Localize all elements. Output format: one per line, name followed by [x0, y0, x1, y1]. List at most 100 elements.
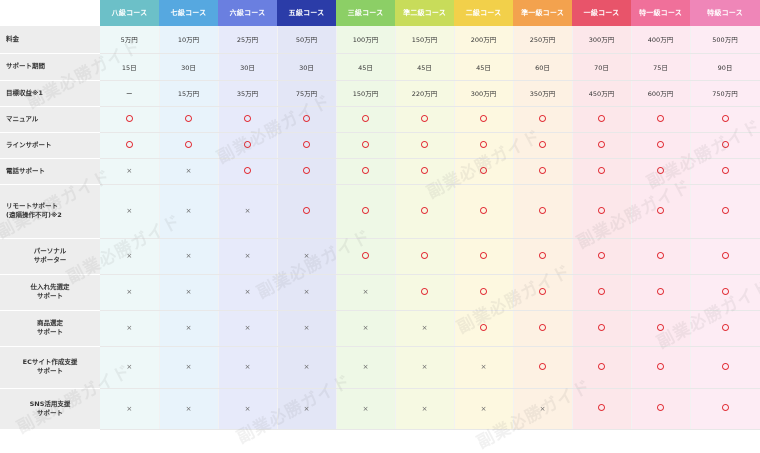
table-row-sns-support: SNS活用支援 サポート × × × × × × × ×: [0, 388, 760, 430]
cell-value: 350万円: [529, 90, 556, 98]
table-cell: [454, 310, 514, 347]
course-header: 特級コース: [690, 0, 760, 26]
table-cell: 150万円: [395, 26, 455, 54]
table-cell: [690, 238, 760, 275]
row-label-phone-support: 電話サポート: [0, 158, 100, 185]
available-circle-icon: [480, 251, 487, 259]
table-row-manual: マニュアル: [0, 106, 760, 133]
table-cell: [395, 184, 455, 239]
table-cell: ×: [100, 158, 160, 185]
table-cell: ×: [336, 274, 396, 311]
not-available-cross-icon: ×: [126, 404, 133, 413]
not-available-cross-icon: ×: [362, 363, 369, 371]
available-circle-icon: [185, 140, 192, 148]
not-available-cross-icon: ×: [421, 404, 428, 413]
table-cell: ×: [218, 274, 278, 311]
not-available-cross-icon: ×: [185, 404, 192, 413]
table-cell: [631, 310, 691, 347]
table-cell: [631, 388, 691, 430]
table-cell: ×: [100, 388, 160, 430]
table-cell: [690, 184, 760, 239]
cell-value: 10万円: [177, 36, 200, 45]
cell-value: 25万円: [236, 36, 259, 45]
table-cell: 5万円: [100, 26, 160, 54]
row-label-ec-site-support: ECサイト作成支援 サポート: [0, 346, 100, 389]
available-circle-icon: [539, 114, 546, 122]
table-cell: [395, 158, 455, 185]
available-circle-icon: [539, 251, 546, 259]
available-circle-icon: [721, 251, 729, 259]
available-circle-icon: [480, 206, 487, 214]
table-cell: 50万円: [277, 26, 337, 54]
not-available-cross-icon: ×: [303, 252, 310, 260]
cell-value: ー: [126, 90, 133, 98]
row-label-line: サポート: [37, 367, 63, 375]
table-cell: ×: [159, 310, 219, 347]
course-header: 五級コース: [277, 0, 336, 26]
table-cell: 35万円: [218, 80, 278, 107]
not-available-cross-icon: ×: [126, 252, 133, 260]
table-cell: 250万円: [513, 26, 573, 54]
cell-value: 30日: [181, 63, 196, 72]
table-cell: ×: [513, 388, 573, 430]
table-cell: ×: [336, 388, 396, 430]
available-circle-icon: [721, 206, 729, 214]
table-cell: ×: [218, 346, 278, 389]
table-row-personal-supporter: パーソナル サポーター × × × ×: [0, 238, 760, 275]
table-cell: 30日: [277, 53, 337, 81]
not-available-cross-icon: ×: [303, 363, 310, 371]
available-circle-icon: [657, 166, 664, 174]
cell-value: 450万円: [588, 90, 615, 98]
not-available-cross-icon: ×: [362, 404, 369, 413]
table-cell: [395, 132, 455, 159]
cell-value: 300万円: [588, 36, 615, 45]
available-circle-icon: [657, 114, 664, 122]
cell-value: 75万円: [295, 90, 318, 98]
available-circle-icon: [125, 140, 133, 148]
table-cell: [513, 132, 573, 159]
cell-value: 150万円: [352, 90, 379, 98]
table-cell: [159, 132, 219, 159]
table-cell: ×: [277, 310, 337, 347]
cell-value: 45日: [417, 63, 432, 72]
available-circle-icon: [480, 140, 487, 148]
available-circle-icon: [362, 140, 369, 148]
not-available-cross-icon: ×: [303, 324, 310, 332]
table-body: 料金 5万円 10万円 25万円 50万円 100万円 150万円 200万円 250万円 300…: [0, 26, 760, 430]
table-cell: 300万円: [572, 26, 632, 54]
table-cell: ×: [218, 388, 278, 430]
available-circle-icon: [657, 404, 664, 411]
table-cell: ×: [100, 310, 160, 347]
available-circle-icon: [303, 166, 310, 174]
table-header-row: 八級コース 七級コース 六級コース 五級コース 三級コース 準二級コース 二級コース 準一級コ…: [0, 0, 760, 26]
row-label-line: サポート: [37, 408, 63, 417]
table-cell: ×: [218, 184, 278, 239]
available-circle-icon: [303, 206, 310, 214]
table-cell: 25万円: [218, 26, 278, 54]
cell-value: 75日: [653, 63, 668, 72]
available-circle-icon: [185, 114, 192, 122]
table-cell: [336, 158, 396, 185]
row-label-line: 電話サポート: [6, 166, 45, 175]
row-label-line: 仕入れ先選定: [30, 283, 70, 292]
not-available-cross-icon: ×: [126, 288, 133, 296]
table-cell: [513, 346, 573, 389]
table-cell: ×: [159, 388, 219, 430]
available-circle-icon: [657, 362, 664, 370]
table-cell: [572, 158, 632, 185]
table-cell: ×: [395, 388, 455, 430]
table-cell: [631, 274, 691, 311]
table-cell: 450万円: [572, 80, 632, 107]
table-row-product-support: 商品選定 サポート × × × × × ×: [0, 310, 760, 347]
cell-value: 60日: [535, 63, 550, 72]
table-cell: [513, 238, 573, 275]
table-cell: 45日: [395, 53, 455, 81]
cell-value: 5万円: [120, 36, 138, 45]
table-cell: ×: [100, 274, 160, 311]
table-cell: [454, 106, 514, 133]
row-label-target-revenue: 目標収益※1: [0, 80, 100, 107]
not-available-cross-icon: ×: [126, 207, 133, 215]
not-available-cross-icon: ×: [244, 207, 251, 215]
table-cell: [631, 106, 691, 133]
table-cell: [572, 238, 632, 275]
